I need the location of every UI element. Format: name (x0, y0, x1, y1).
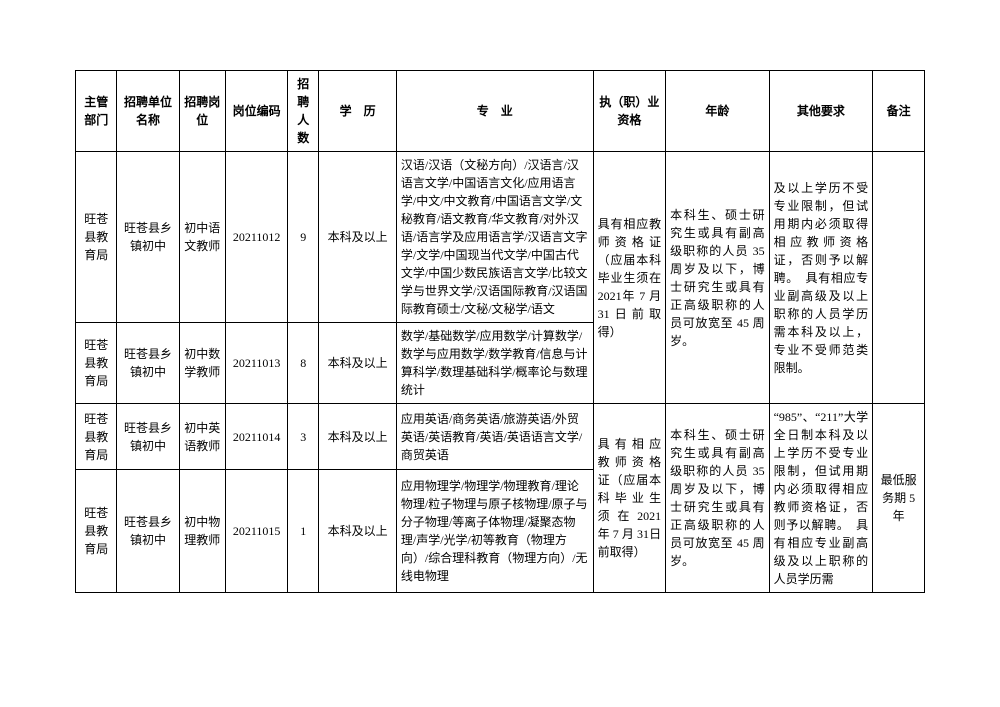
cell-qual-merged-top: 具有相应教师资格证（应届本科毕业生须在 2021年 7 月 31日前取得） (593, 152, 665, 404)
header-qual: 执（职）业资格 (593, 71, 665, 152)
cell-dept: 旺苍县教育局 (76, 323, 117, 404)
cell-major: 汉语/汉语（文秘方向）/汉语言/汉语言文学/中国语言文化/应用语言学/中文/中文… (396, 152, 593, 323)
header-unit: 招聘单位名称 (117, 71, 179, 152)
cell-count: 1 (288, 470, 319, 593)
cell-unit: 旺苍县乡镇初中 (117, 470, 179, 593)
cell-note-merged-top (873, 152, 925, 404)
header-edu: 学 历 (319, 71, 397, 152)
table-header-row: 主管部门 招聘单位名称 招聘岗位 岗位编码 招聘人数 学 历 专 业 执（职）业… (76, 71, 925, 152)
cell-count: 9 (288, 152, 319, 323)
cell-unit: 旺苍县乡镇初中 (117, 152, 179, 323)
cell-code: 20211012 (226, 152, 288, 323)
cell-code: 20211015 (226, 470, 288, 593)
cell-dept: 旺苍县教育局 (76, 152, 117, 323)
cell-dept: 旺苍县教育局 (76, 470, 117, 593)
cell-other-merged-bottom: “985”、“211”大学全日制本科及以上学历不受专业限制，但试用期内必须取得相… (769, 404, 873, 593)
header-code: 岗位编码 (226, 71, 288, 152)
header-post: 招聘岗位 (179, 71, 226, 152)
table-row: 旺苍县教育局 旺苍县乡镇初中 初中语文教师 20211012 9 本科及以上 汉… (76, 152, 925, 323)
cell-note-merged-bottom: 最低服务期 5 年 (873, 404, 925, 593)
header-age: 年龄 (666, 71, 770, 152)
cell-qual-merged-bottom: 具 有 相 应教 师 资 格证（应届本科 毕 业 生须 在 2021年 7 月 … (593, 404, 665, 593)
cell-code: 20211013 (226, 323, 288, 404)
cell-age-merged-bottom: 本科生、硕士研究生或具有副高级职称的人员 35 周岁及以下，博士研究生或具有正高… (666, 404, 770, 593)
cell-count: 8 (288, 323, 319, 404)
cell-unit: 旺苍县乡镇初中 (117, 323, 179, 404)
cell-post: 初中数学教师 (179, 323, 226, 404)
cell-count: 3 (288, 404, 319, 470)
cell-code: 20211014 (226, 404, 288, 470)
header-other: 其他要求 (769, 71, 873, 152)
cell-major: 数学/基础数学/应用数学/计算数学/数学与应用数学/数学教育/信息与计算科学/数… (396, 323, 593, 404)
header-dept: 主管部门 (76, 71, 117, 152)
cell-post: 初中英语教师 (179, 404, 226, 470)
cell-post: 初中语文教师 (179, 152, 226, 323)
cell-major: 应用英语/商务英语/旅游英语/外贸英语/英语教育/英语/英语语言文学/商贸英语 (396, 404, 593, 470)
cell-major: 应用物理学/物理学/物理教育/理论物理/粒子物理与原子核物理/原子与分子物理/等… (396, 470, 593, 593)
cell-edu: 本科及以上 (319, 152, 397, 323)
cell-post: 初中物理教师 (179, 470, 226, 593)
cell-edu: 本科及以上 (319, 404, 397, 470)
cell-age-merged-top: 本科生、硕士研究生或具有副高级职称的人员 35 周岁及以下，博士研究生或具有正高… (666, 152, 770, 404)
table-row: 旺苍县教育局 旺苍县乡镇初中 初中英语教师 20211014 3 本科及以上 应… (76, 404, 925, 470)
cell-edu: 本科及以上 (319, 323, 397, 404)
cell-other-merged-top: 及以上学历不受专业限制，但试用期内必须取得相应教师资格证，否则予以解聘。 具有相… (769, 152, 873, 404)
header-major: 专 业 (396, 71, 593, 152)
cell-unit: 旺苍县乡镇初中 (117, 404, 179, 470)
header-count: 招聘人数 (288, 71, 319, 152)
header-note: 备注 (873, 71, 925, 152)
cell-edu: 本科及以上 (319, 470, 397, 593)
cell-dept: 旺苍县教育局 (76, 404, 117, 470)
recruitment-table: 主管部门 招聘单位名称 招聘岗位 岗位编码 招聘人数 学 历 专 业 执（职）业… (75, 70, 925, 593)
